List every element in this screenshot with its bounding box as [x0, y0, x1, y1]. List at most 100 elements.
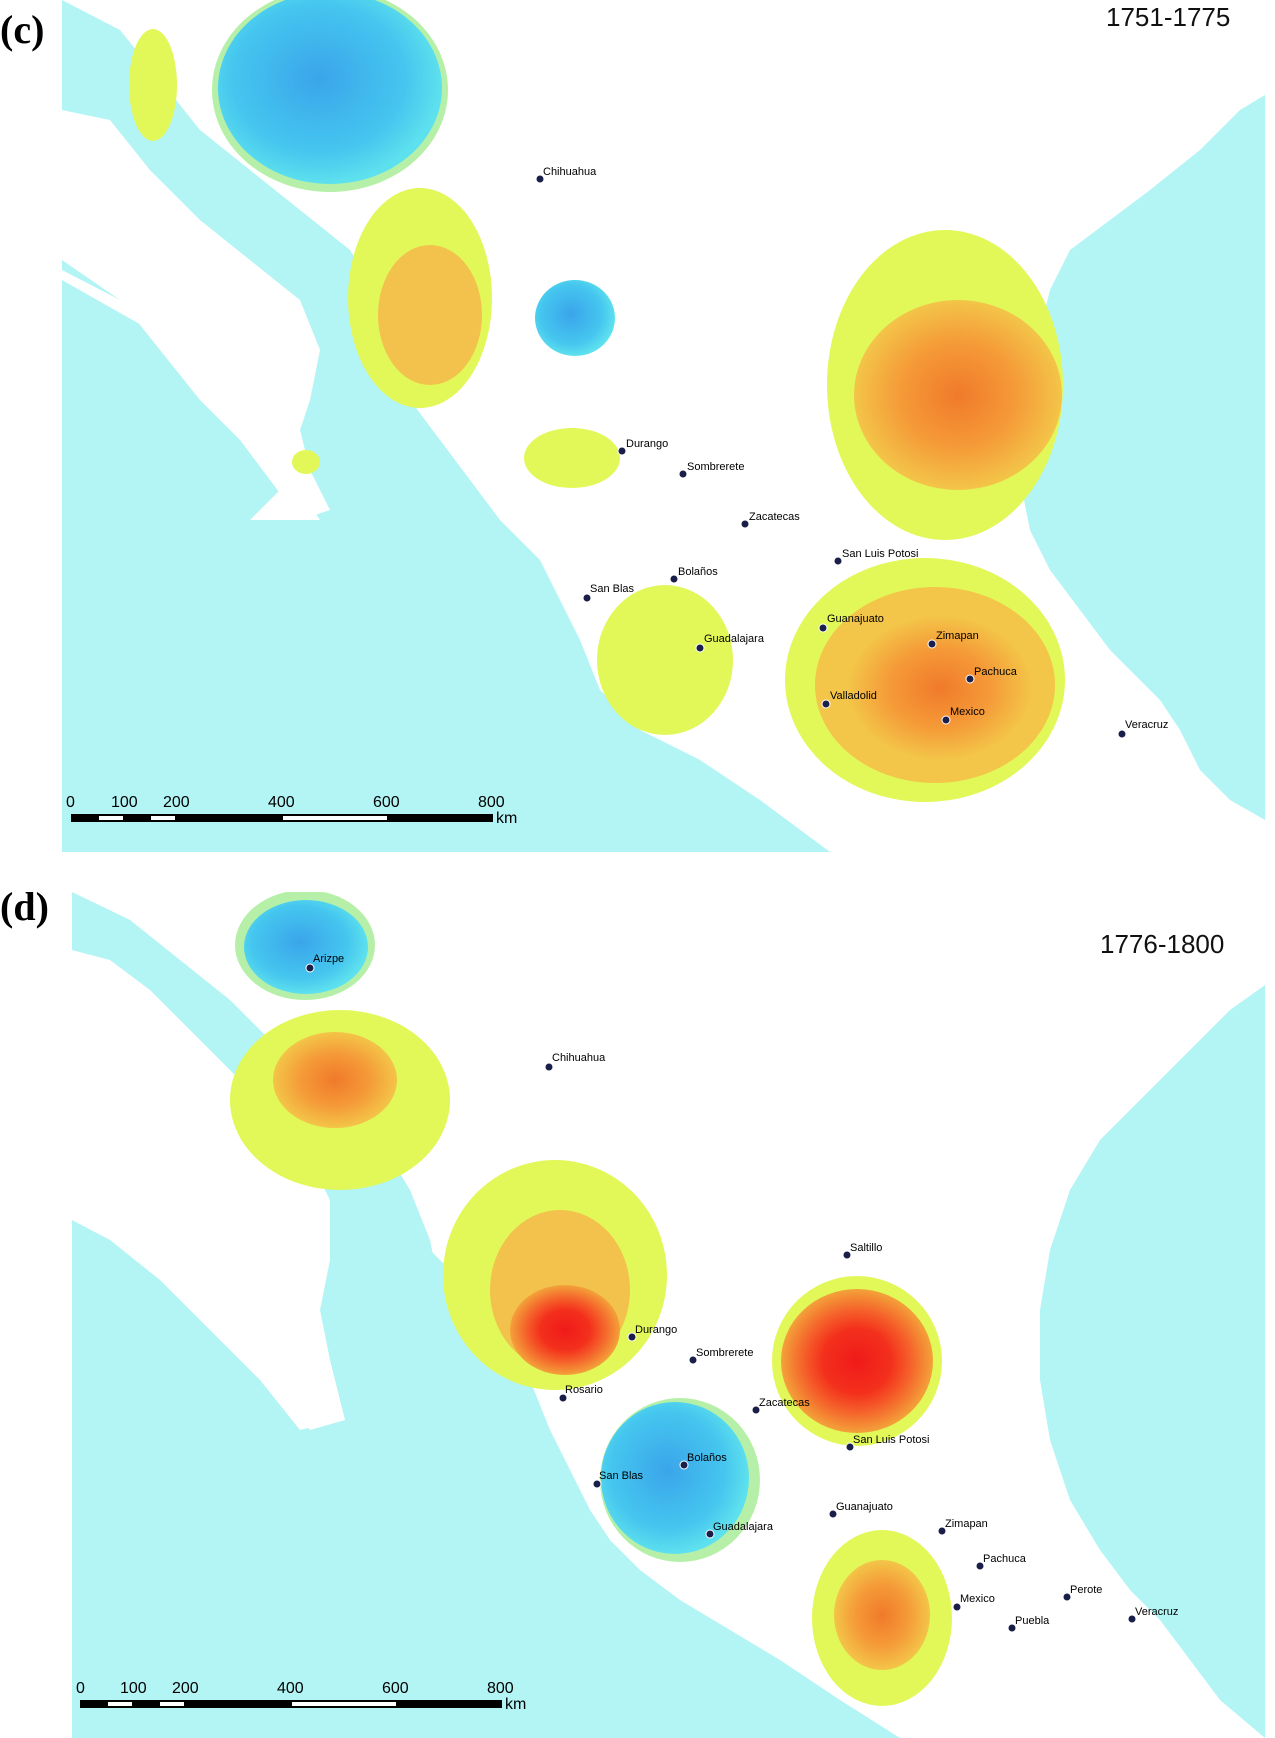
panel-c-blob-blue-small — [535, 280, 615, 356]
scale-tick-label: 400 — [277, 1680, 304, 1697]
city-dot — [558, 1393, 568, 1403]
city-dot — [965, 674, 975, 684]
city-dot — [845, 1442, 855, 1452]
city-dot — [927, 639, 937, 649]
panel-d: Arizpe Chihuahua Saltillo Durango Sombre… — [72, 892, 1265, 1738]
city-dot — [679, 1460, 689, 1470]
panel-d-period: 1776-1800 — [1100, 929, 1224, 959]
city-dot — [975, 1561, 985, 1571]
panel-d-city-arizpe: Arizpe — [305, 953, 344, 973]
city-label: Rosario — [565, 1384, 603, 1396]
city-label: Durango — [626, 438, 668, 450]
city-dot — [544, 1062, 554, 1072]
scale-tick-label: 100 — [111, 794, 138, 811]
city-label: Guadalajara — [713, 1521, 774, 1533]
city-label: Saltillo — [850, 1242, 882, 1254]
city-label: Zacatecas — [749, 511, 800, 523]
panel-d-city-puebla: Puebla — [1007, 1615, 1050, 1633]
city-label: Bolaños — [687, 1452, 727, 1464]
panel-c-city-guanajuato: Guanajuato — [818, 613, 884, 633]
city-label: Mexico — [960, 1593, 995, 1605]
panel-d-city-perote: Perote — [1062, 1584, 1102, 1602]
panel-c-period: 1751-1775 — [1106, 2, 1230, 32]
city-label: San Blas — [590, 583, 635, 595]
city-label: Arizpe — [313, 953, 344, 965]
city-dot — [1062, 1592, 1072, 1602]
city-dot — [669, 574, 679, 584]
scale-tick-label: 600 — [382, 1680, 409, 1697]
city-label: Veracruz — [1125, 719, 1168, 731]
city-label: Valladolid — [830, 690, 877, 702]
panel-c-city-pachuca: Pachuca — [965, 666, 1018, 684]
panel-c-city-san-luis-potosi: San Luis Potosi — [833, 548, 918, 566]
city-dot — [952, 1602, 962, 1612]
city-label: Chihuahua — [543, 166, 597, 178]
city-label: San Luis Potosi — [853, 1434, 929, 1446]
city-dot — [582, 593, 592, 603]
city-label: San Luis Potosi — [842, 548, 918, 560]
panel-c-city-zimapan: Zimapan — [927, 630, 979, 649]
panel-c-gulf-mexico — [1020, 95, 1265, 820]
panel-c-city-san-blas: San Blas — [582, 583, 635, 603]
city-label: Durango — [635, 1324, 677, 1336]
panel-d-city-rosario: Rosario — [558, 1384, 603, 1403]
city-label: Guanajuato — [827, 613, 884, 625]
panel-d-city-veracruz: Veracruz — [1127, 1606, 1178, 1624]
city-dot — [833, 556, 843, 566]
city-label: Perote — [1070, 1584, 1102, 1596]
panel-d-letter: (d) — [0, 884, 49, 929]
panel-c-city-sombrerete: Sombrerete — [678, 461, 744, 479]
scale-unit-label: km — [505, 1696, 526, 1713]
panel-c-letter: (c) — [0, 7, 44, 52]
city-label: Guanajuato — [836, 1501, 893, 1513]
city-dot — [828, 1509, 838, 1519]
city-label: Chihuahua — [552, 1052, 606, 1064]
panel-d-city-zimapan: Zimapan — [937, 1518, 988, 1536]
city-dot — [937, 1526, 947, 1536]
panel-c-city-chihuahua: Chihuahua — [535, 166, 597, 184]
panel-c-city-bolanos: Bolaños — [669, 566, 718, 584]
panel-c-city-zacatecas: Zacatecas — [740, 511, 800, 529]
panel-c-blob-durango — [524, 428, 620, 488]
panel-c-baja — [62, 110, 330, 520]
scale-tick-label: 0 — [66, 794, 75, 811]
panel-d-city-guanajuato: Guanajuato — [828, 1501, 893, 1519]
city-label: Sombrerete — [696, 1347, 753, 1359]
scale-tick-label: 100 — [120, 1680, 147, 1697]
panel-d-city-san-blas: San Blas — [592, 1470, 644, 1489]
panel-c: Chihuahua Durango Sombrerete Zacatecas S… — [62, 0, 1265, 852]
city-dot — [1117, 729, 1127, 739]
city-dot — [842, 1250, 852, 1260]
city-label: Zacatecas — [759, 1397, 810, 1409]
city-label: Veracruz — [1135, 1606, 1178, 1618]
scale-tick-label: 800 — [487, 1680, 514, 1697]
city-dot — [627, 1332, 637, 1342]
panel-d-gulf-mexico — [1040, 985, 1265, 1738]
city-dot — [818, 623, 828, 633]
panel-d-city-zacatecas: Zacatecas — [751, 1397, 810, 1415]
city-label: Zimapan — [936, 630, 979, 642]
city-label: Puebla — [1015, 1615, 1050, 1627]
city-dot — [592, 1479, 602, 1489]
city-dot — [305, 963, 315, 973]
city-label: San Blas — [599, 1470, 644, 1482]
city-label: Mexico — [950, 706, 985, 718]
city-dot — [1007, 1623, 1017, 1633]
scale-tick-label: 0 — [76, 1680, 85, 1697]
city-dot — [740, 519, 750, 529]
panel-d-city-guadalajara: Guadalajara — [705, 1521, 774, 1539]
scale-tick-label: 200 — [163, 794, 190, 811]
panel-c-blob-tiny — [292, 450, 320, 474]
panel-d-city-saltillo: Saltillo — [842, 1242, 882, 1260]
panel-d-city-san-luis-potosi: San Luis Potosi — [845, 1434, 929, 1452]
panel-d-city-bolanos: Bolaños — [679, 1452, 727, 1470]
panel-d-city-sombrerete: Sombrerete — [688, 1347, 753, 1365]
city-label: Zimapan — [945, 1518, 988, 1530]
panel-d-baja — [72, 950, 345, 1430]
panel-d-city-chihuahua: Chihuahua — [544, 1052, 606, 1072]
city-dot — [688, 1355, 698, 1365]
panel-c-blob-guadalajara — [597, 585, 733, 735]
city-label: Guadalajara — [704, 633, 765, 645]
city-dot — [1127, 1614, 1137, 1624]
